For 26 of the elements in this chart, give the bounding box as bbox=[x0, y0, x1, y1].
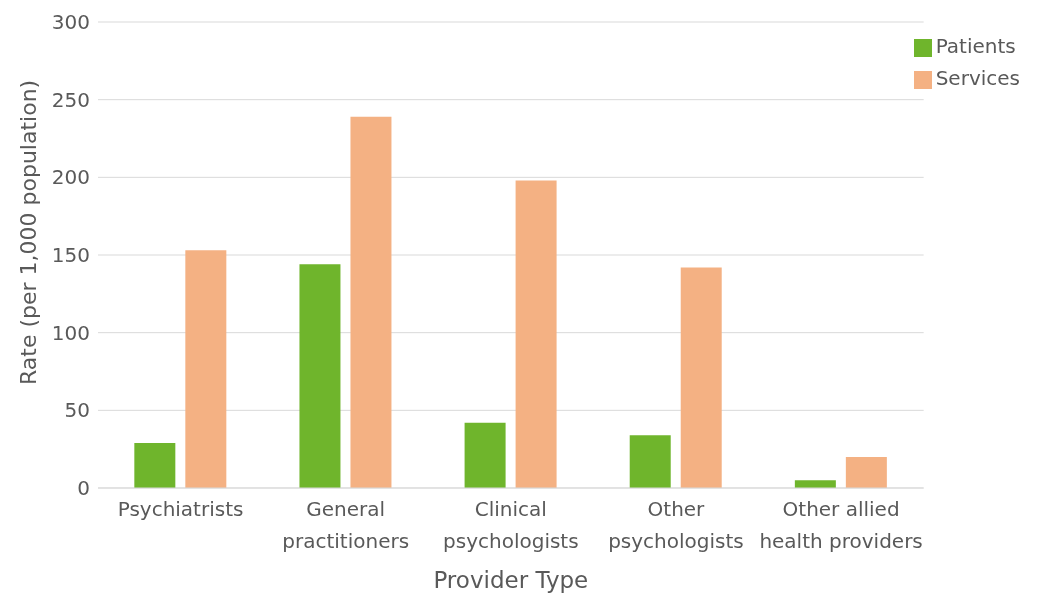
bar bbox=[350, 116, 392, 488]
x-tick-label: General practitioners bbox=[282, 497, 410, 553]
legend-label: Services bbox=[935, 66, 1020, 90]
y-tick-label: 300 bbox=[51, 10, 90, 35]
y-axis-title: Rate (per 1,000 population) bbox=[15, 79, 41, 385]
y-tick-label: 100 bbox=[51, 320, 90, 345]
bar bbox=[299, 264, 341, 488]
x-axis-title: Provider Type bbox=[433, 567, 589, 593]
x-tick-label: Other allied health providers bbox=[759, 497, 923, 553]
bar bbox=[845, 456, 887, 488]
bar bbox=[134, 442, 176, 488]
y-tick-label: 50 bbox=[64, 398, 90, 423]
bar bbox=[464, 422, 506, 488]
x-tick-label: Clinical psychologists bbox=[443, 497, 579, 553]
bar bbox=[680, 267, 722, 488]
x-tick-label: Other psychologists bbox=[608, 497, 744, 553]
bar bbox=[629, 435, 671, 488]
bar bbox=[185, 250, 227, 488]
y-tick-label: 0 bbox=[77, 476, 90, 501]
bar bbox=[515, 180, 557, 488]
bar bbox=[794, 480, 836, 488]
y-tick-label: 250 bbox=[51, 87, 90, 112]
x-tick-label: Psychiatrists bbox=[117, 497, 244, 521]
legend-label: Patients bbox=[935, 34, 1016, 58]
y-tick-label: 200 bbox=[51, 165, 90, 190]
y-tick-label: 150 bbox=[51, 243, 90, 268]
